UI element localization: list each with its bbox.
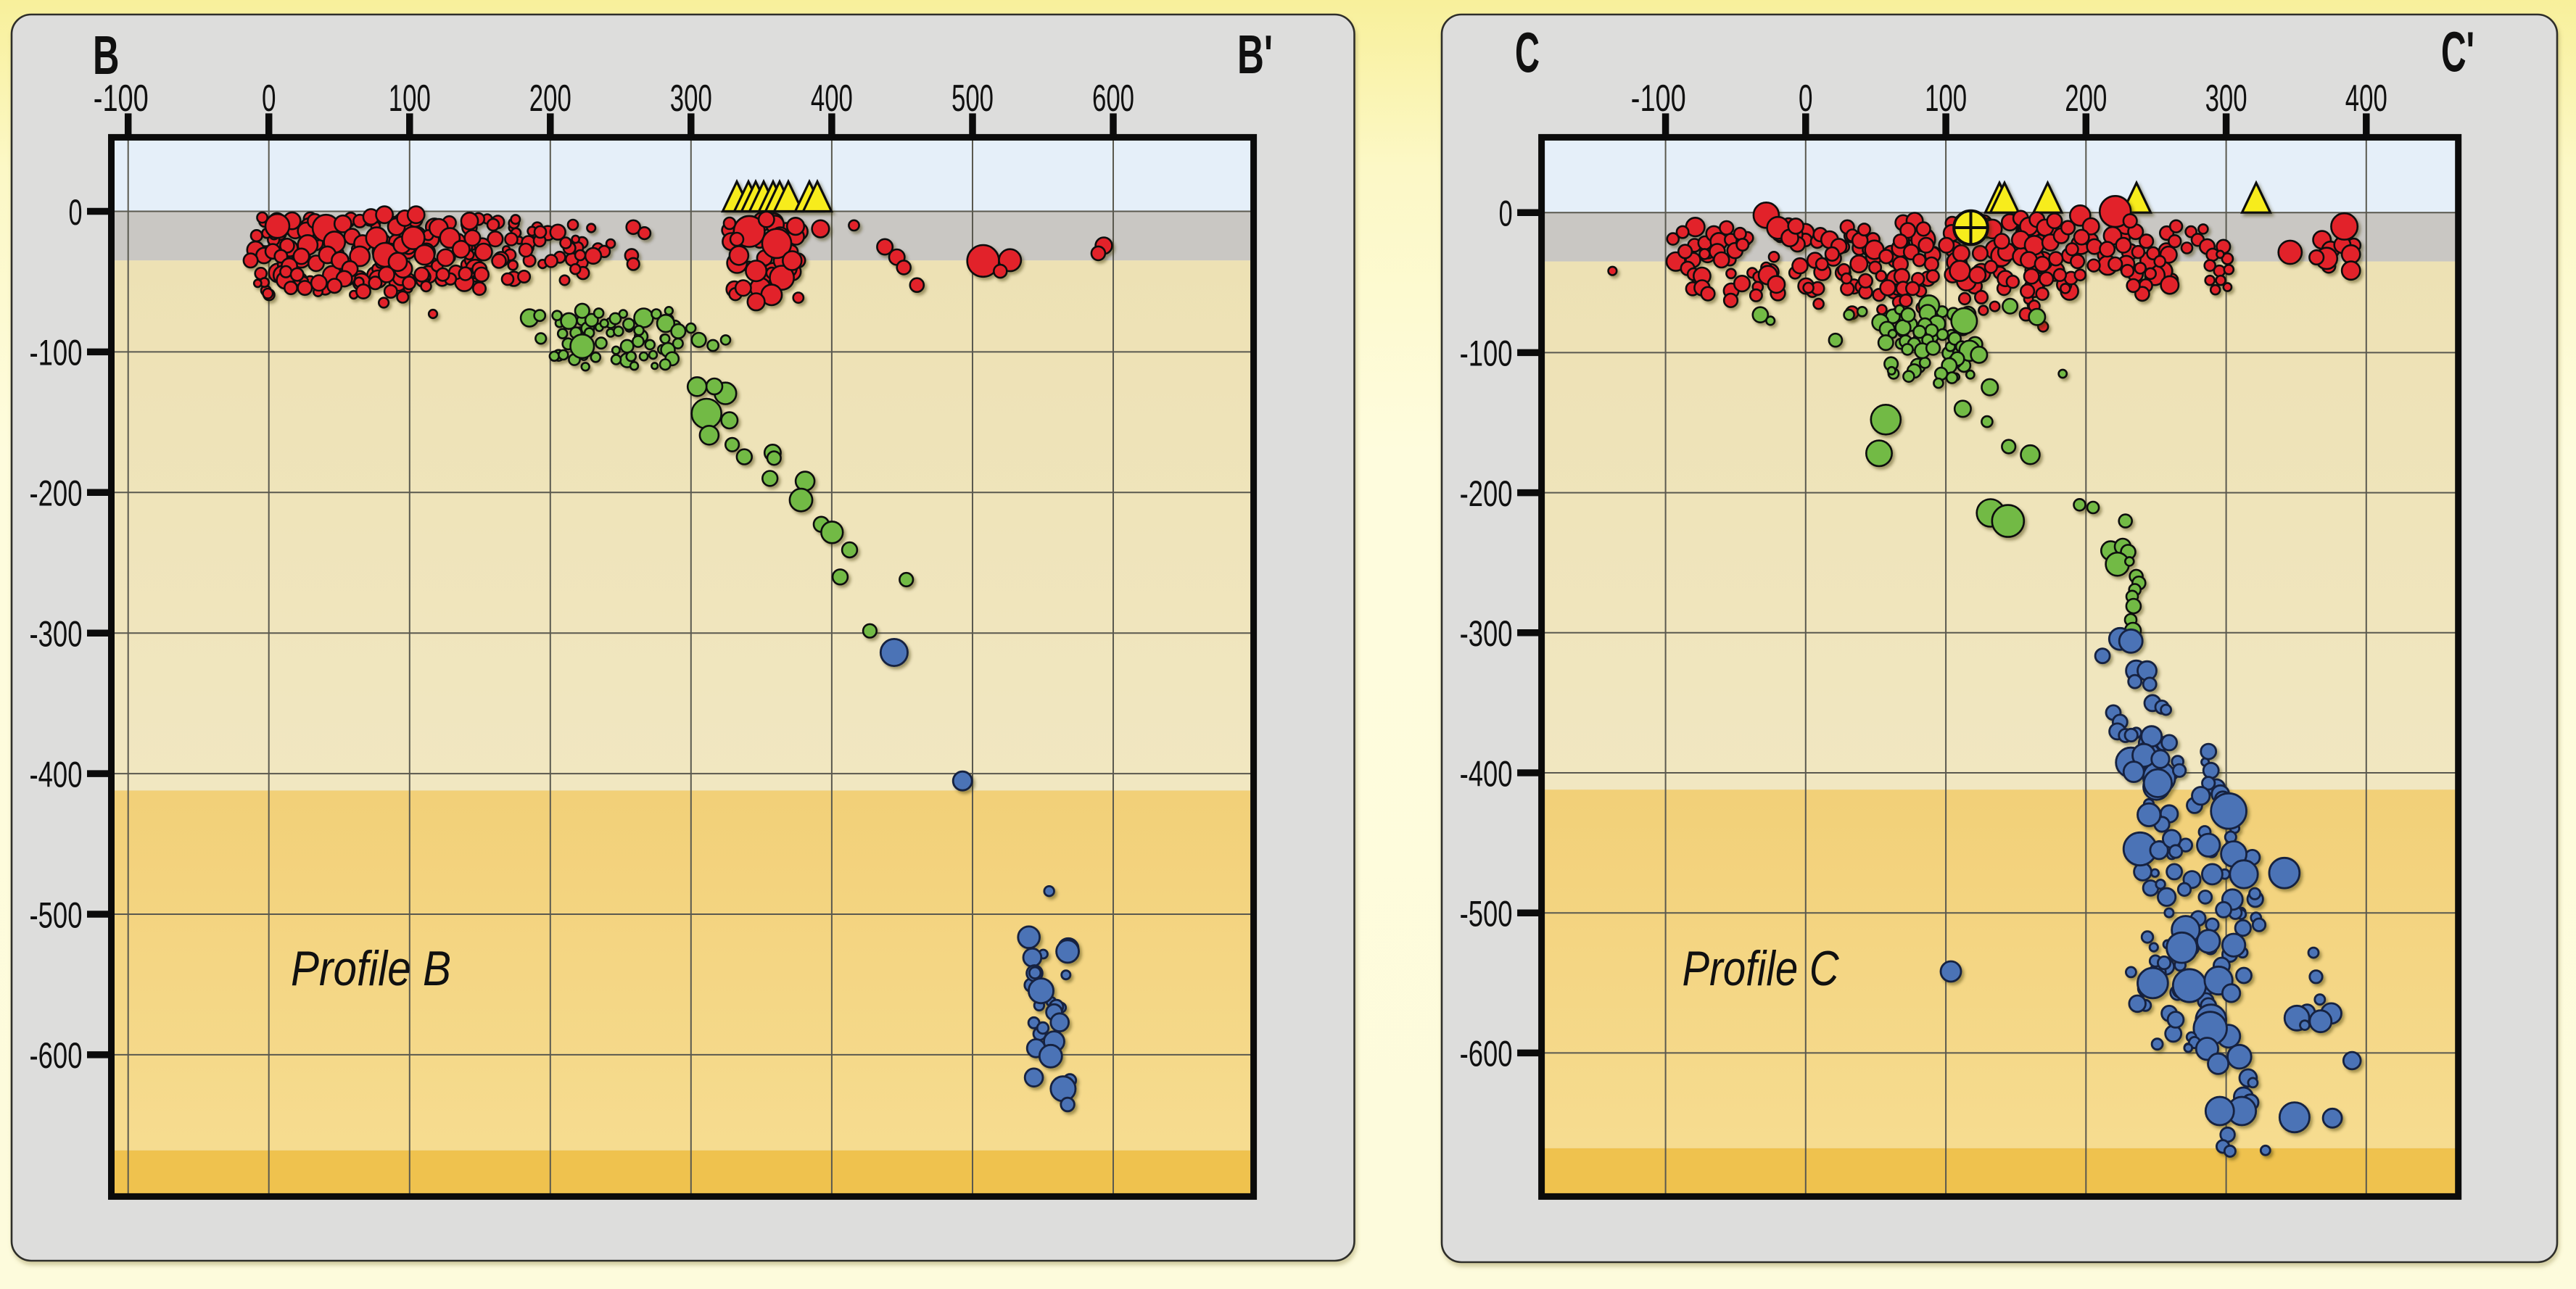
- svg-text:-200: -200: [1460, 473, 1513, 514]
- svg-text:B: B: [93, 25, 120, 86]
- svg-text:-300: -300: [1460, 613, 1513, 654]
- svg-text:0: 0: [1799, 78, 1813, 120]
- svg-text:-100: -100: [30, 332, 83, 373]
- svg-text:400: 400: [2345, 78, 2387, 120]
- svg-text:500: 500: [951, 78, 994, 120]
- svg-text:-500: -500: [30, 894, 83, 935]
- svg-text:-400: -400: [1460, 753, 1513, 794]
- svg-text:B': B': [1237, 24, 1273, 85]
- svg-text:C: C: [1515, 20, 1540, 84]
- svg-text:600: 600: [1092, 78, 1134, 120]
- svg-text:0: 0: [1499, 193, 1513, 234]
- svg-text:100: 100: [389, 78, 431, 120]
- svg-text:Profile B: Profile B: [291, 941, 451, 996]
- svg-text:0: 0: [69, 191, 83, 233]
- svg-text:200: 200: [2065, 78, 2107, 120]
- svg-text:-100: -100: [1631, 78, 1686, 120]
- svg-text:-200: -200: [30, 473, 83, 514]
- svg-text:300: 300: [2205, 78, 2247, 120]
- svg-text:-100: -100: [1460, 333, 1513, 374]
- svg-text:Profile C: Profile C: [1683, 941, 1840, 996]
- svg-text:-600: -600: [30, 1035, 83, 1076]
- svg-text:-600: -600: [1460, 1033, 1513, 1074]
- svg-text:C': C': [2441, 20, 2474, 83]
- svg-text:-500: -500: [1460, 893, 1513, 934]
- svg-text:300: 300: [670, 78, 712, 120]
- svg-text:-400: -400: [30, 753, 83, 795]
- svg-text:100: 100: [1925, 78, 1967, 120]
- svg-text:-100: -100: [94, 78, 149, 120]
- svg-text:0: 0: [262, 78, 276, 120]
- svg-text:-300: -300: [30, 613, 83, 655]
- svg-text:400: 400: [811, 78, 853, 120]
- svg-text:200: 200: [529, 78, 571, 120]
